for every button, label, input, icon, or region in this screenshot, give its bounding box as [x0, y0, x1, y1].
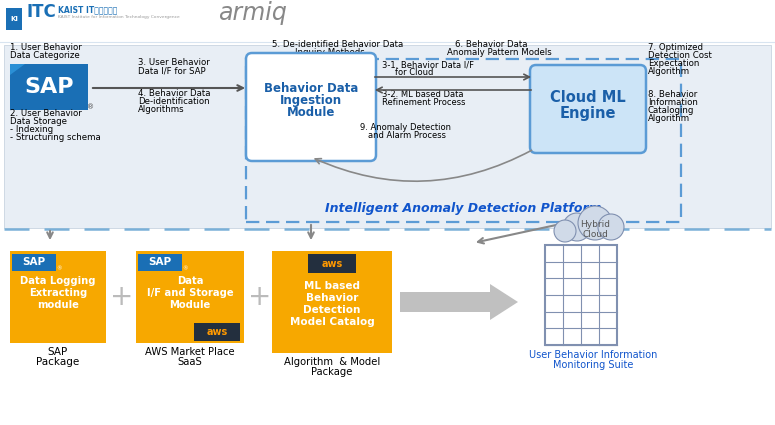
Text: Algorithm: Algorithm — [648, 67, 690, 76]
Circle shape — [578, 206, 612, 240]
Text: Monitoring Suite: Monitoring Suite — [553, 360, 633, 370]
Text: 3. User Behavior: 3. User Behavior — [138, 58, 210, 67]
Text: Inquiry Methods: Inquiry Methods — [295, 48, 365, 57]
Circle shape — [554, 220, 576, 242]
Text: module: module — [37, 300, 79, 310]
Text: aws: aws — [206, 327, 228, 337]
Text: 2. User Behavior: 2. User Behavior — [10, 109, 81, 118]
Text: Module: Module — [287, 105, 335, 119]
Text: +: + — [248, 283, 272, 311]
FancyBboxPatch shape — [246, 53, 376, 161]
Text: AWS Market Place: AWS Market Place — [145, 347, 235, 357]
Text: aws: aws — [322, 259, 343, 269]
FancyBboxPatch shape — [4, 45, 771, 228]
Text: Intelligent Anomaly Detection Platform: Intelligent Anomaly Detection Platform — [325, 202, 601, 215]
Text: Extracting: Extracting — [29, 288, 87, 298]
Text: 6. Behavior Data: 6. Behavior Data — [455, 40, 528, 49]
Text: 3-1. Behavior Data I/F: 3-1. Behavior Data I/F — [382, 60, 474, 69]
Text: Package: Package — [312, 367, 353, 377]
FancyBboxPatch shape — [136, 251, 244, 343]
Text: SAP: SAP — [48, 347, 68, 357]
Text: ®: ® — [56, 266, 61, 271]
Circle shape — [598, 214, 624, 240]
Text: - Structuring schema: - Structuring schema — [10, 133, 101, 142]
Text: Hybrid: Hybrid — [580, 219, 610, 229]
Text: Algorithm  & Model: Algorithm & Model — [284, 357, 380, 367]
Text: Data Categorize: Data Categorize — [10, 51, 80, 60]
Text: Information: Information — [648, 98, 698, 107]
Text: ®: ® — [182, 266, 188, 271]
Text: Refinement Process: Refinement Process — [382, 98, 466, 107]
FancyBboxPatch shape — [12, 254, 56, 271]
Text: Data I/F for SAP: Data I/F for SAP — [138, 66, 205, 75]
FancyBboxPatch shape — [194, 323, 240, 341]
Text: Data Logging: Data Logging — [20, 276, 96, 286]
Text: SaaS: SaaS — [177, 357, 202, 367]
Text: 8. Behavior: 8. Behavior — [648, 90, 698, 99]
FancyBboxPatch shape — [6, 8, 22, 30]
Text: 3-2. ML based Data: 3-2. ML based Data — [382, 90, 463, 99]
Circle shape — [563, 213, 591, 241]
Text: 1. User Behavior: 1. User Behavior — [10, 43, 81, 52]
Text: Expectation: Expectation — [648, 59, 699, 68]
Text: Ingestion: Ingestion — [280, 94, 342, 107]
Text: Detection Cost: Detection Cost — [648, 51, 712, 60]
Text: ITC: ITC — [26, 3, 56, 21]
Text: 9. Anomaly Detection: 9. Anomaly Detection — [360, 123, 451, 132]
Text: Anomaly Pattern Models: Anomaly Pattern Models — [447, 48, 552, 57]
Text: Cloud: Cloud — [582, 230, 608, 238]
Text: Algorithms: Algorithms — [138, 105, 184, 114]
FancyBboxPatch shape — [138, 254, 182, 271]
Text: +: + — [110, 283, 133, 311]
Text: SAP: SAP — [22, 257, 46, 267]
Polygon shape — [10, 64, 25, 75]
Text: 5. De-identified Behavior Data: 5. De-identified Behavior Data — [272, 40, 403, 49]
Text: SAP: SAP — [149, 257, 171, 267]
Text: KAIST Institute for Information Technology Convergence: KAIST Institute for Information Technolo… — [58, 15, 180, 19]
Polygon shape — [490, 284, 518, 320]
Text: Model Catalog: Model Catalog — [290, 317, 374, 327]
Text: Cataloging: Cataloging — [648, 106, 694, 115]
Text: - Indexing: - Indexing — [10, 125, 53, 134]
Text: SAP: SAP — [24, 77, 74, 97]
Text: Cloud ML: Cloud ML — [550, 90, 626, 105]
Text: Module: Module — [170, 300, 211, 310]
FancyBboxPatch shape — [0, 0, 775, 42]
Text: armiq: armiq — [218, 1, 287, 25]
FancyBboxPatch shape — [400, 292, 490, 312]
Text: ®: ® — [87, 104, 94, 110]
FancyBboxPatch shape — [10, 251, 106, 343]
Text: Package: Package — [36, 357, 80, 367]
Text: Data Storage: Data Storage — [10, 117, 67, 126]
Text: Engine: Engine — [560, 105, 616, 121]
Text: 7. Optimized: 7. Optimized — [648, 43, 703, 52]
Text: De-identification: De-identification — [138, 97, 209, 106]
Text: KI: KI — [10, 16, 18, 22]
FancyBboxPatch shape — [308, 254, 356, 273]
Text: User Behavior Information: User Behavior Information — [529, 350, 657, 360]
Text: Detection: Detection — [303, 305, 360, 315]
Text: Algorithm: Algorithm — [648, 114, 690, 123]
Text: 4. Behavior Data: 4. Behavior Data — [138, 89, 211, 98]
Text: Behavior: Behavior — [306, 293, 358, 303]
FancyBboxPatch shape — [10, 64, 88, 110]
FancyBboxPatch shape — [272, 251, 392, 353]
FancyBboxPatch shape — [530, 65, 646, 153]
Text: Data: Data — [177, 276, 203, 286]
Text: for Cloud: for Cloud — [395, 68, 433, 77]
Text: ML based: ML based — [304, 281, 360, 291]
Text: Behavior Data: Behavior Data — [264, 82, 358, 94]
Text: KAIST IT융합연구소: KAIST IT융합연구소 — [58, 6, 117, 14]
Text: and Alarm Process: and Alarm Process — [368, 131, 446, 140]
Text: I/F and Storage: I/F and Storage — [146, 288, 233, 298]
